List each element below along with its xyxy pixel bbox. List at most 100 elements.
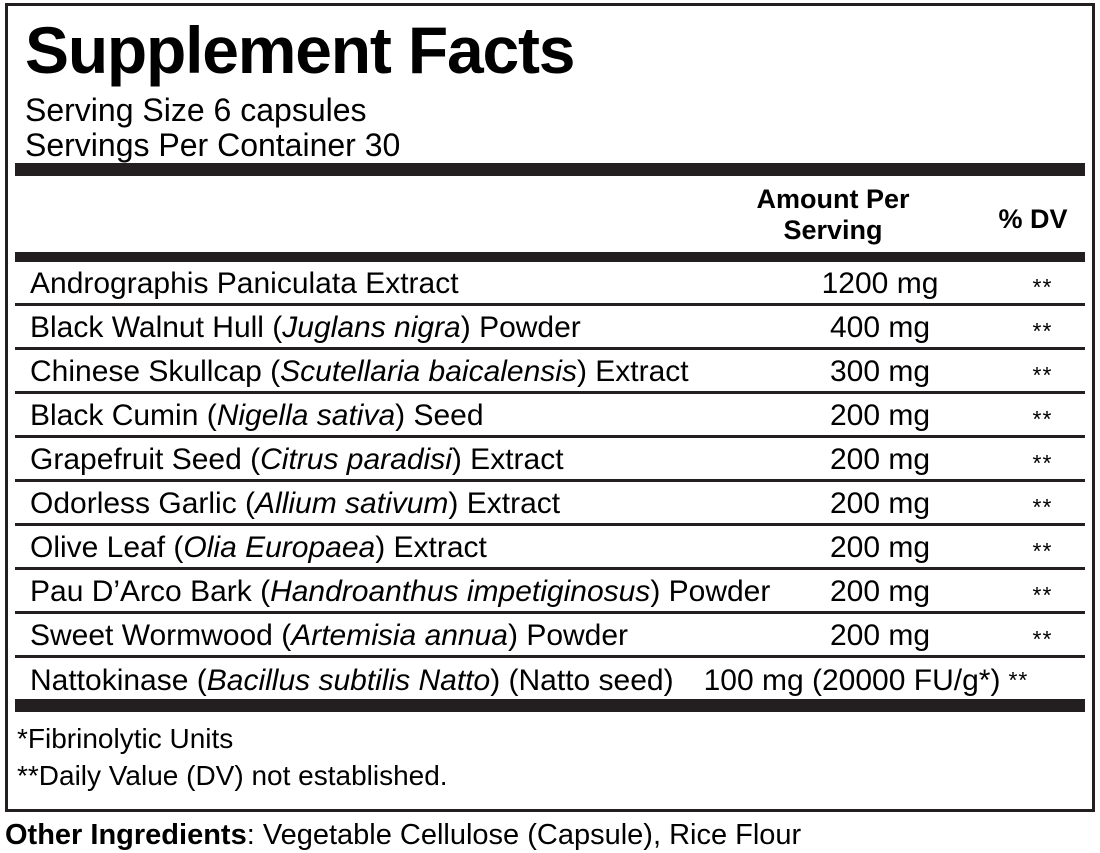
ingredient-name: Black Walnut Hull (Juglans nigra) Powder: [30, 311, 581, 344]
other-ingredients-separator: :: [246, 819, 263, 851]
ingredient-name: Chinese Skullcap (Scutellaria baicalensi…: [30, 355, 689, 388]
ingredient-daily-value: **: [1032, 406, 1053, 432]
ingredient-latin-name: Citrus paradisi: [260, 443, 452, 476]
ingredient-latin-name: Olia Europaea: [183, 531, 376, 564]
ingredient-amount: 400 mg: [829, 311, 931, 344]
rule-under-servings-wrap: [8, 163, 1092, 176]
ingredient-name-text: Sweet Wormwood (: [30, 619, 292, 652]
ingredient-name: Black Cumin (Nigella sativa) Seed: [30, 399, 484, 432]
ingredient-name-cell: Chinese Skullcap (Scutellaria baicalensi…: [30, 353, 689, 391]
ingredient-name-suffix: ) Extract: [451, 443, 564, 476]
ingredient-name-text: Chinese Skullcap (: [30, 355, 281, 388]
ingredient-line: Nattokinase (Bacillus subtilis Natto) (N…: [30, 661, 1028, 700]
ingredient-name: Nattokinase (Bacillus subtilis Natto) (N…: [30, 664, 674, 697]
rule-thick-header: [15, 252, 1085, 262]
other-ingredients-label: Other Ingredients: [5, 819, 247, 851]
column-header-row: Amount Per Serving % DV: [8, 176, 1092, 252]
ingredient-name-cell: Grapefruit Seed (Citrus paradisi) Extrac…: [30, 441, 564, 479]
ingredient-name-cell: Black Walnut Hull (Juglans nigra) Powder: [30, 309, 581, 347]
ingredient-name-cell: Andrographis Paniculata Extract: [30, 265, 459, 303]
rule-thick-top: [15, 163, 1085, 176]
table-row: Chinese Skullcap (Scutellaria baicalensi…: [15, 350, 1085, 394]
ingredient-name: Odorless Garlic (Allium sativum) Extract: [30, 487, 560, 520]
ingredient-name-cell: Black Cumin (Nigella sativa) Seed: [30, 397, 484, 435]
ingredient-name-cell: Pau D’Arco Bark (Handroanthus impetigino…: [30, 573, 770, 611]
ingredient-daily-value: **: [1032, 626, 1053, 652]
ingredient-daily-value: **: [1032, 582, 1053, 608]
table-row: Black Walnut Hull (Juglans nigra) Powder…: [15, 306, 1085, 350]
ingredient-name-cell: Olive Leaf (Olia Europaea) Extract: [30, 529, 487, 567]
amount-per-serving-header-line1: Amount Per: [756, 184, 910, 214]
ingredient-name: Sweet Wormwood (Artemisia annua) Powder: [30, 619, 628, 652]
ingredient-name-cell: Sweet Wormwood (Artemisia annua) Powder: [30, 617, 628, 655]
ingredient-name-text: Black Walnut Hull (: [30, 311, 283, 344]
ingredient-name-text: Andrographis Paniculata Extract: [30, 267, 459, 300]
ingredient-daily-value: **: [1008, 667, 1029, 693]
rule-under-header-wrap: [8, 252, 1092, 262]
ingredient-name-text: Black Cumin (: [30, 399, 217, 432]
ingredient-name: Pau D’Arco Bark (Handroanthus impetigino…: [30, 575, 770, 608]
ingredient-latin-name: Allium sativum: [255, 487, 449, 520]
ingredient-name-suffix: ) (Natto seed): [490, 664, 674, 697]
table-row: Nattokinase (Bacillus subtilis Natto) (N…: [15, 658, 1085, 699]
ingredient-amount: 200 mg: [829, 619, 931, 652]
other-ingredients: Other Ingredients: Vegetable Cellulose (…: [5, 818, 801, 852]
ingredient-latin-name: Juglans nigra: [282, 311, 461, 344]
ingredient-rows: Andrographis Paniculata Extract 1200 mg **…: [8, 262, 1092, 699]
ingredient-daily-value: **: [1032, 318, 1053, 344]
rule-under-rows-wrap: [8, 699, 1092, 712]
ingredient-name-suffix: ) Powder: [650, 575, 771, 608]
rule-thick-bottom: [15, 699, 1085, 712]
page-title: Supplement Facts: [25, 13, 575, 87]
ingredient-name-cell: Odorless Garlic (Allium sativum) Extract: [30, 485, 560, 523]
table-row: Odorless Garlic (Allium sativum) Extract…: [15, 482, 1085, 526]
table-row: Olive Leaf (Olia Europaea) Extract 200 mg…: [15, 526, 1085, 570]
supplement-facts-panel: Supplement Facts Serving Size 6 capsules…: [5, 3, 1095, 812]
amount-per-serving-header-line2: Serving: [783, 215, 883, 245]
ingredient-name-suffix: ) Extract: [375, 531, 487, 564]
ingredient-amount: 200 mg: [829, 399, 931, 432]
percent-dv-header: % DV: [998, 204, 1068, 234]
table-row: Pau D’Arco Bark (Handroanthus impetigino…: [15, 570, 1085, 614]
ingredient-amount: 200 mg: [829, 575, 931, 608]
serving-size-text: Serving Size 6 capsules: [25, 92, 367, 128]
ingredient-name: Olive Leaf (Olia Europaea) Extract: [30, 531, 487, 564]
ingredient-amount: 200 mg: [829, 487, 931, 520]
ingredient-name-suffix: ) Extract: [448, 487, 561, 520]
ingredient-daily-value: **: [1032, 362, 1053, 388]
ingredient-latin-name: Bacillus subtilis Natto: [206, 664, 491, 697]
ingredient-name-text: Nattokinase (: [30, 664, 207, 697]
other-ingredients-value: Vegetable Cellulose (Capsule), Rice Flou…: [262, 819, 802, 851]
ingredient-amount: 200 mg: [829, 531, 931, 564]
ingredient-name-suffix: ) Extract: [576, 355, 689, 388]
ingredient-daily-value: **: [1032, 494, 1053, 520]
ingredient-name-text: Grapefruit Seed (: [30, 443, 261, 476]
ingredient-name-text: Pau D’Arco Bark (: [30, 575, 271, 608]
ingredient-amount: 300 mg: [829, 355, 931, 388]
ingredient-latin-name: Artemisia annua: [291, 619, 508, 652]
footnote: *Fibrinolytic Units: [17, 723, 234, 754]
ingredient-amount: 1200 mg: [821, 267, 939, 300]
title-block: Supplement Facts Serving Size 6 capsules…: [8, 17, 1092, 163]
ingredient-name: Andrographis Paniculata Extract: [30, 267, 459, 300]
ingredient-latin-name: Nigella sativa: [216, 399, 396, 432]
ingredient-daily-value: **: [1032, 450, 1053, 476]
table-row: Grapefruit Seed (Citrus paradisi) Extrac…: [15, 438, 1085, 482]
ingredient-amount: 200 mg: [829, 443, 931, 476]
servings-per-container-text: Servings Per Container 30: [25, 127, 401, 163]
table-row: Andrographis Paniculata Extract 1200 mg **: [15, 262, 1085, 306]
table-row: Black Cumin (Nigella sativa) Seed 200 mg *…: [15, 394, 1085, 438]
ingredient-daily-value: **: [1032, 274, 1053, 300]
ingredient-name-text: Olive Leaf (: [30, 531, 184, 564]
ingredient-name-suffix: ) Powder: [508, 619, 629, 652]
ingredient-amount: 100 mg (20000 FU/g*): [703, 664, 1001, 697]
ingredient-daily-value: **: [1032, 538, 1053, 564]
footnote: **Daily Value (DV) not established.: [17, 760, 448, 791]
ingredient-name-suffix: ) Powder: [460, 311, 581, 344]
ingredient-name: Grapefruit Seed (Citrus paradisi) Extrac…: [30, 443, 564, 476]
ingredient-name-suffix: ) Seed: [395, 399, 484, 432]
amount-per-serving-header: Amount Per Serving: [708, 184, 958, 246]
ingredient-latin-name: Scutellaria baicalensis: [280, 355, 577, 388]
ingredient-latin-name: Handroanthus impetiginosus: [270, 575, 651, 608]
